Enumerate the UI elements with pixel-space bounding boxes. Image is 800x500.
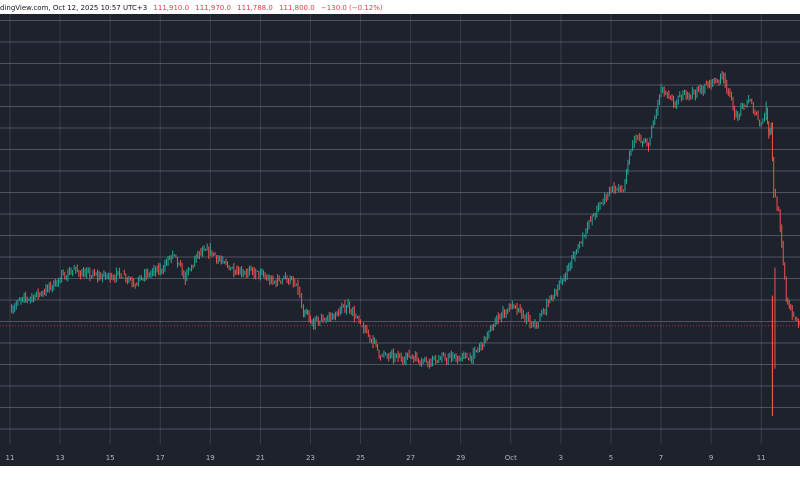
price-chart[interactable]: 11 13 15 17 19 21 23 25 27 29 Oct 3 5 7 9 11: [0, 14, 800, 466]
x-tick-label: 21: [256, 454, 265, 462]
x-tick-label: 5: [609, 454, 613, 462]
x-tick-label: 11: [6, 454, 15, 462]
x-tick-label: 15: [106, 454, 115, 462]
x-tick-label: 27: [406, 454, 415, 462]
ohlc-high: 111,970.0: [195, 4, 231, 12]
x-tick-label: 19: [206, 454, 215, 462]
x-tick-label: 17: [156, 454, 165, 462]
x-tick-label: 11: [757, 454, 766, 462]
x-tick-label: 7: [659, 454, 663, 462]
plot-panel[interactable]: 11 13 15 17 19 21 23 25 27 29 Oct 3 5 7 9 11: [0, 14, 800, 466]
ohlc-close: 111,800.0: [279, 4, 315, 12]
ohlc-change: −130.0 (−0.12%): [320, 4, 383, 12]
x-axis-ticks: 11 13 15 17 19 21 23 25 27 29 Oct 3 5 7 9 11: [6, 454, 766, 462]
ohlc-open: 111,910.0: [153, 4, 190, 12]
source-label: dingView.com, Oct 12, 2025 10:57 UTC+3: [0, 4, 148, 12]
ohlc-low: 111,788.0: [237, 4, 273, 12]
x-tick-label: 9: [709, 454, 713, 462]
chart-header: dingView.com, Oct 12, 2025 10:57 UTC+3 1…: [0, 2, 387, 14]
x-tick-label: 25: [356, 454, 365, 462]
x-tick-label: 3: [559, 454, 563, 462]
x-tick-label: 13: [56, 454, 65, 462]
grid-lines: [0, 14, 800, 444]
x-tick-label: Oct: [505, 454, 517, 462]
x-tick-label: 23: [306, 454, 315, 462]
price-series: [11, 71, 800, 417]
x-tick-label: 29: [456, 454, 465, 462]
